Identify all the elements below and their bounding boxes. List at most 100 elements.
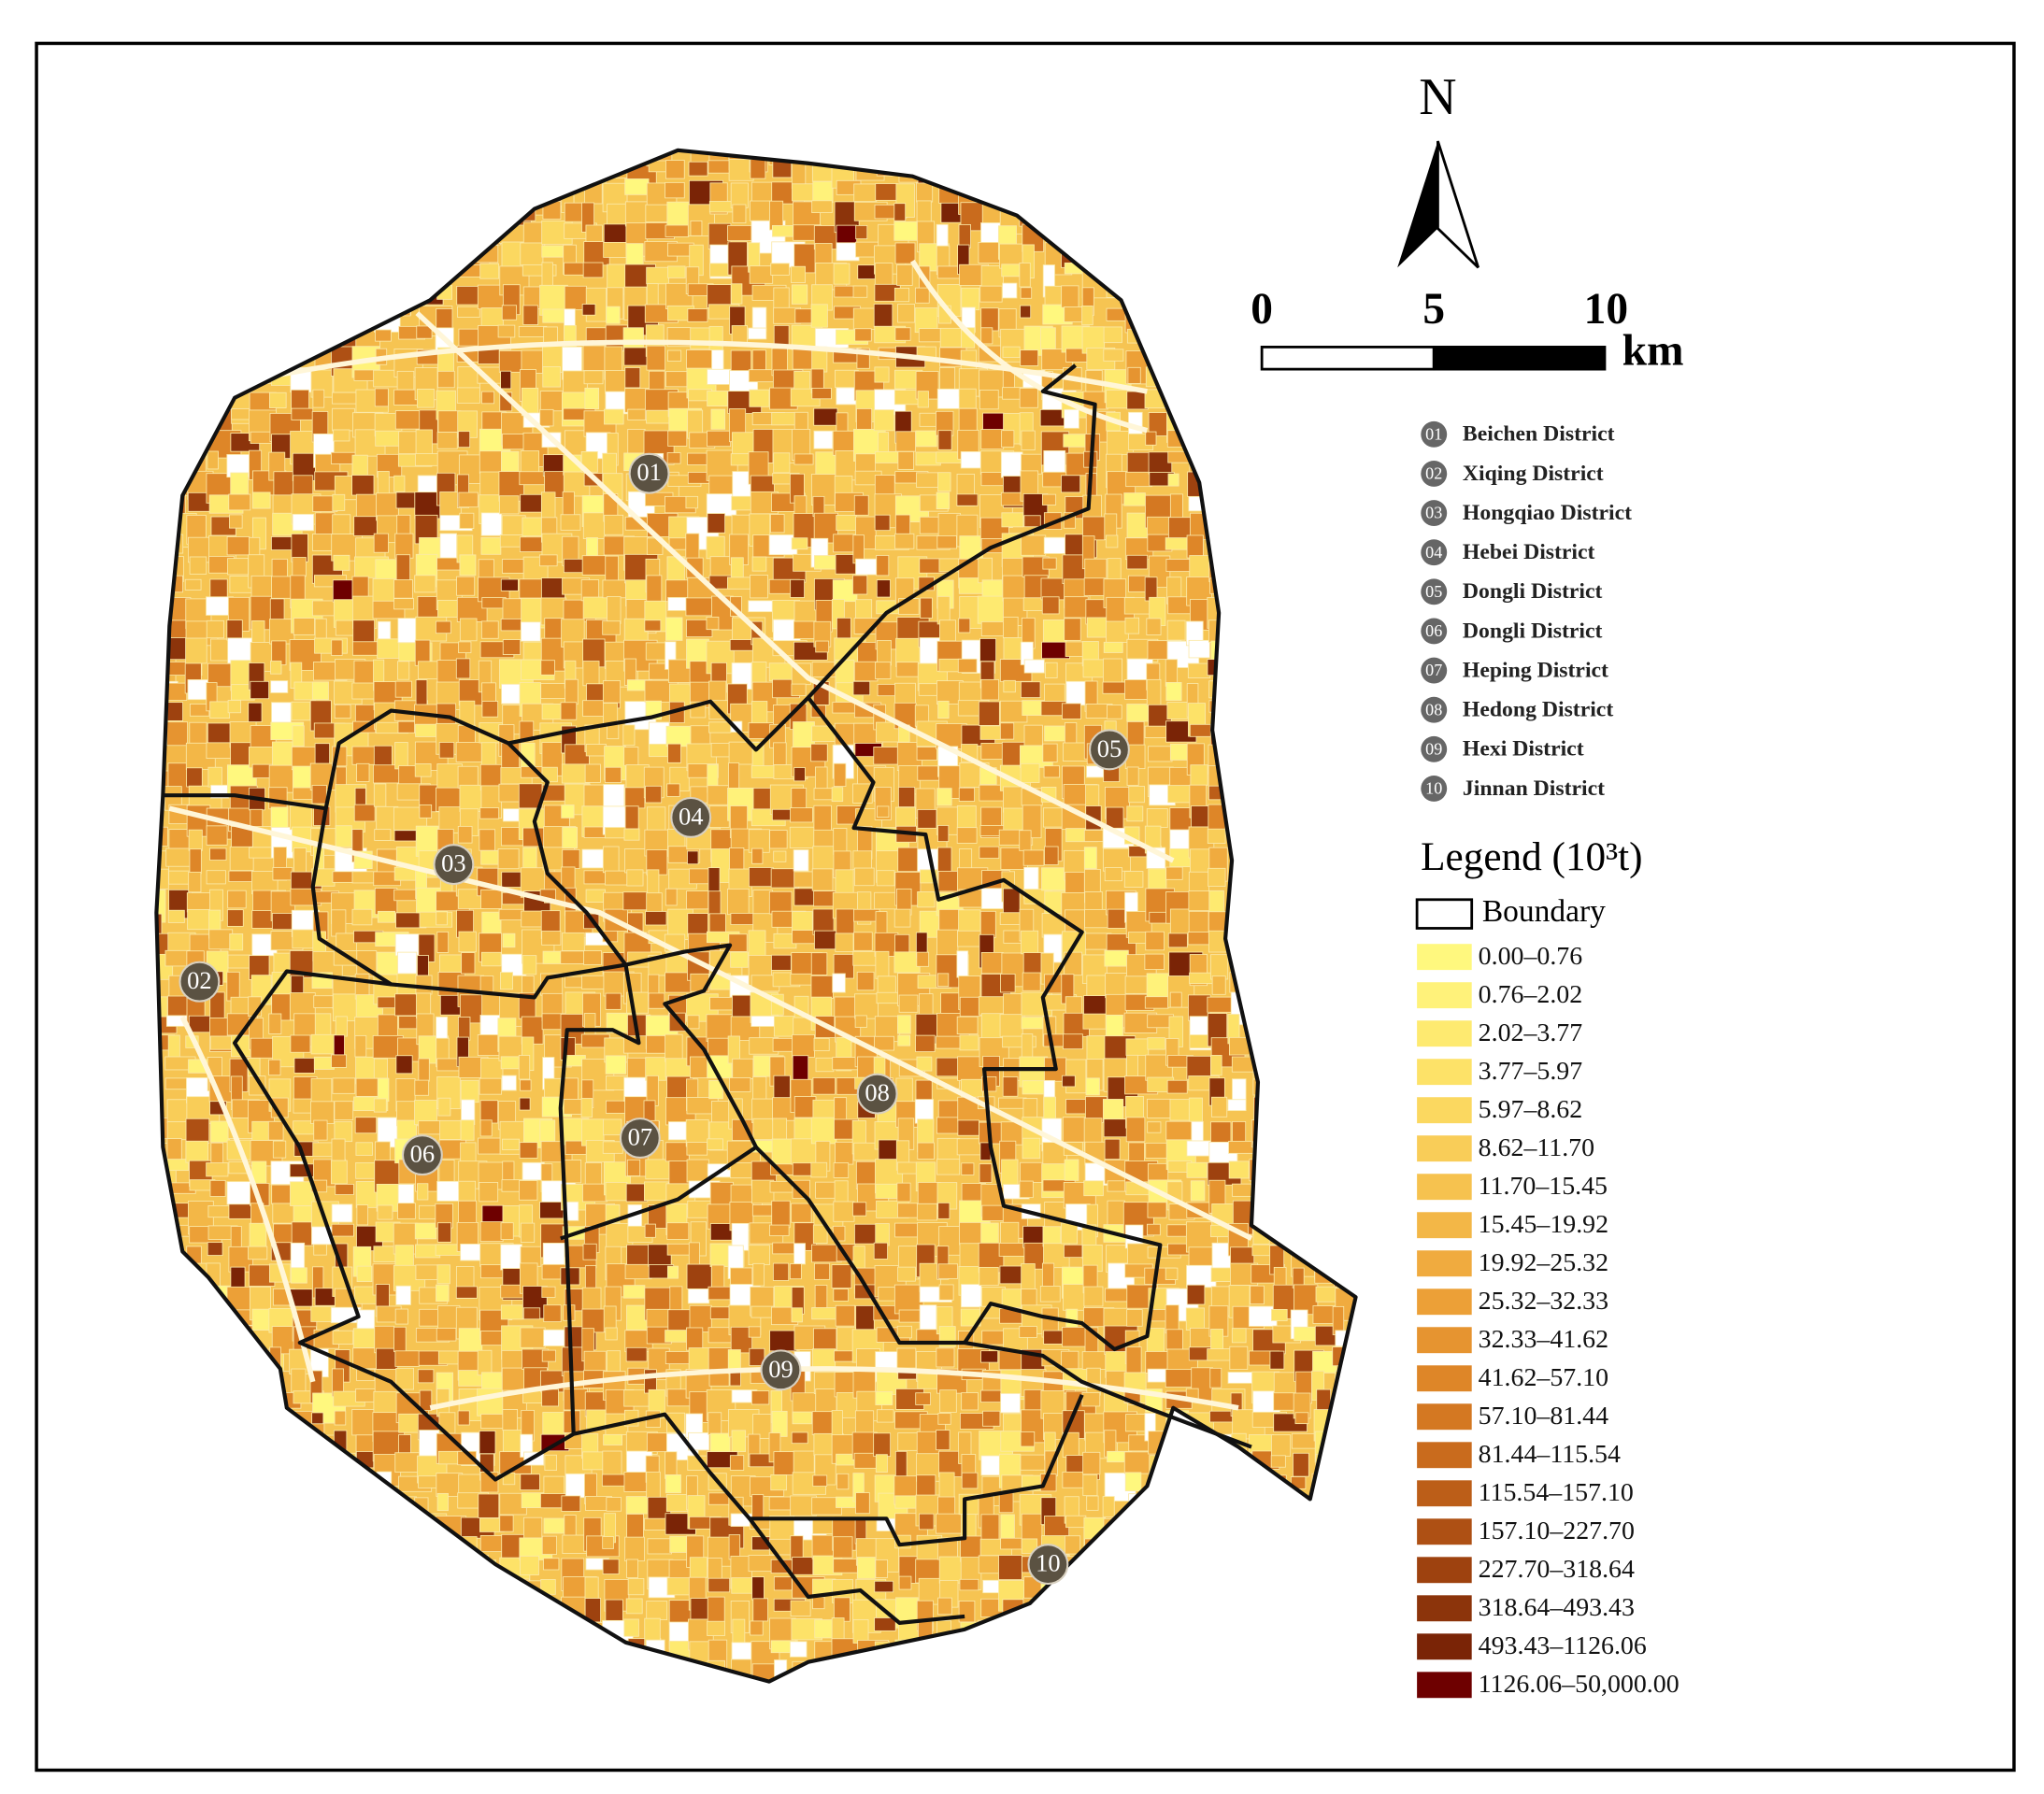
legend-label: 8.62–11.70 bbox=[1479, 1133, 1594, 1162]
parcel bbox=[419, 1308, 441, 1327]
parcel bbox=[313, 1244, 327, 1256]
parcel bbox=[189, 556, 207, 575]
parcel bbox=[394, 1350, 420, 1367]
parcel bbox=[916, 1203, 937, 1221]
parcel bbox=[936, 1035, 964, 1049]
parcel bbox=[936, 973, 950, 988]
legend-label: 11.70–15.45 bbox=[1479, 1172, 1608, 1201]
parcel bbox=[1062, 1326, 1087, 1347]
parcel bbox=[270, 536, 293, 550]
parcel bbox=[665, 1033, 683, 1062]
scale-segment bbox=[1260, 346, 1436, 371]
parcel bbox=[855, 1492, 870, 1515]
parcel bbox=[979, 846, 1000, 859]
parcel bbox=[936, 1159, 961, 1175]
scale-tick-label: 10 bbox=[1584, 285, 1628, 334]
parcel bbox=[960, 1284, 982, 1308]
parcel bbox=[1294, 1412, 1309, 1425]
parcel bbox=[1124, 617, 1140, 634]
parcel bbox=[377, 1204, 393, 1220]
parcel bbox=[688, 161, 708, 177]
parcel bbox=[791, 265, 806, 283]
parcel bbox=[895, 662, 919, 677]
parcel bbox=[1019, 830, 1032, 851]
parcel bbox=[582, 1183, 608, 1203]
parcel bbox=[564, 1515, 577, 1538]
parcel bbox=[541, 931, 562, 946]
legend-label: 5.97–8.62 bbox=[1479, 1095, 1583, 1124]
parcel bbox=[502, 1409, 519, 1431]
parcel bbox=[790, 1535, 804, 1560]
parcel bbox=[541, 1286, 556, 1298]
parcel bbox=[1186, 1161, 1208, 1178]
parcel bbox=[624, 787, 646, 809]
parcel bbox=[896, 1182, 911, 1203]
legend-swatch bbox=[1417, 1289, 1472, 1316]
parcel bbox=[730, 349, 752, 374]
parcel bbox=[729, 1077, 751, 1092]
parcel bbox=[1022, 972, 1041, 991]
parcel bbox=[666, 1222, 690, 1240]
parcel bbox=[185, 1140, 209, 1163]
parcel bbox=[436, 911, 448, 926]
parcel bbox=[188, 1015, 212, 1033]
legend-swatch bbox=[1417, 1557, 1472, 1584]
parcel bbox=[666, 349, 682, 362]
parcel bbox=[1044, 846, 1059, 865]
parcel bbox=[228, 1203, 254, 1219]
parcel bbox=[1186, 534, 1204, 559]
parcel bbox=[750, 159, 766, 179]
parcel bbox=[457, 431, 471, 448]
parcel bbox=[914, 287, 930, 304]
parcel bbox=[1063, 1284, 1086, 1311]
parcel bbox=[331, 909, 347, 937]
list-number: 07 bbox=[1425, 661, 1442, 679]
parcel bbox=[771, 954, 792, 971]
parcel bbox=[167, 909, 185, 923]
parcel bbox=[708, 1079, 723, 1100]
parcel bbox=[539, 1119, 556, 1142]
parcel bbox=[355, 1161, 376, 1179]
parcel bbox=[1165, 559, 1194, 573]
parcel bbox=[501, 1075, 517, 1091]
parcel bbox=[522, 263, 557, 277]
parcel bbox=[1186, 1284, 1206, 1305]
parcel bbox=[606, 1497, 622, 1512]
parcel bbox=[1187, 662, 1211, 678]
parcel bbox=[1001, 512, 1024, 528]
parcel bbox=[1207, 996, 1236, 1013]
parcel bbox=[624, 178, 650, 195]
parcel bbox=[1231, 1328, 1247, 1344]
parcel bbox=[646, 1034, 666, 1054]
legend-swatch bbox=[1417, 1212, 1472, 1239]
parcel bbox=[665, 160, 685, 179]
parcel bbox=[292, 557, 307, 577]
parcel bbox=[668, 1012, 686, 1032]
parcel bbox=[1063, 1244, 1085, 1259]
parcel bbox=[749, 389, 770, 407]
parcel bbox=[812, 1077, 836, 1095]
parcel bbox=[1020, 1431, 1036, 1447]
parcel bbox=[393, 1326, 407, 1353]
parcel bbox=[751, 1204, 775, 1217]
parcel bbox=[1063, 434, 1086, 448]
parcel bbox=[377, 471, 390, 495]
parcel bbox=[623, 618, 649, 644]
parcel bbox=[227, 890, 247, 909]
parcel bbox=[936, 388, 961, 409]
parcel bbox=[1209, 1367, 1222, 1388]
parcel bbox=[479, 807, 500, 819]
parcel bbox=[227, 954, 251, 969]
parcel bbox=[209, 1179, 226, 1197]
parcel bbox=[603, 1433, 623, 1445]
parcel bbox=[646, 1471, 661, 1499]
parcel bbox=[897, 847, 921, 873]
parcel bbox=[1083, 1180, 1104, 1197]
parcel bbox=[290, 1242, 306, 1272]
parcel bbox=[831, 1410, 843, 1438]
parcel bbox=[603, 1118, 622, 1136]
parcel bbox=[833, 263, 850, 285]
parcel bbox=[999, 1014, 1023, 1037]
parcel bbox=[480, 620, 499, 639]
parcel bbox=[916, 182, 934, 203]
